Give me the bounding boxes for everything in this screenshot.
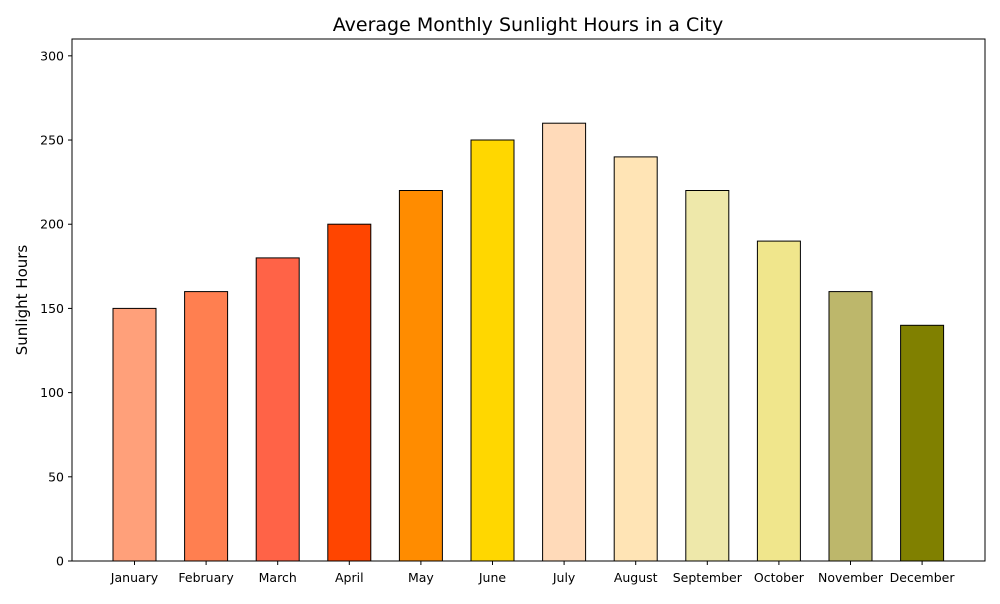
bar-july — [542, 122, 587, 562]
bar-november — [828, 291, 873, 562]
x-tick-label: January — [110, 570, 159, 585]
x-tick-label: October — [754, 570, 805, 585]
y-tick-label: 200 — [40, 217, 64, 232]
bar-october — [756, 240, 801, 562]
bar-february — [184, 291, 229, 562]
x-axis-ticks: January February March April May June July Augu… — [110, 561, 956, 585]
x-tick-label: March — [259, 570, 297, 585]
plot-area-frame — [71, 38, 986, 562]
bar-september — [685, 190, 730, 562]
y-axis-ticks: 0 50 100 150 200 250 300 — [40, 48, 72, 569]
y-tick-label: 250 — [40, 133, 64, 148]
x-tick-label: June — [478, 570, 507, 585]
chart-title: Average Monthly Sunlight Hours in a City — [333, 14, 723, 36]
bar-april — [327, 223, 372, 562]
y-axis-label: Sunlight Hours — [13, 245, 31, 356]
bar-march — [255, 257, 300, 562]
x-tick-label: November — [818, 570, 884, 585]
x-tick-label: December — [890, 570, 956, 585]
y-tick-label: 50 — [48, 469, 64, 484]
bar-august — [613, 156, 658, 562]
x-tick-label: September — [673, 570, 743, 585]
x-tick-label: February — [178, 570, 234, 585]
bar-june — [470, 139, 515, 562]
y-tick-label: 0 — [56, 554, 64, 569]
bar-january — [112, 307, 157, 562]
x-tick-label: August — [614, 570, 658, 585]
bar-december — [900, 324, 945, 562]
y-tick-label: 300 — [40, 48, 64, 63]
y-tick-label: 150 — [40, 301, 64, 316]
x-tick-label: May — [408, 570, 434, 585]
bars-group — [112, 122, 945, 562]
y-tick-label: 100 — [40, 385, 64, 400]
x-tick-label: April — [335, 570, 364, 585]
x-tick-label: July — [552, 570, 576, 585]
bar-may — [398, 190, 443, 562]
